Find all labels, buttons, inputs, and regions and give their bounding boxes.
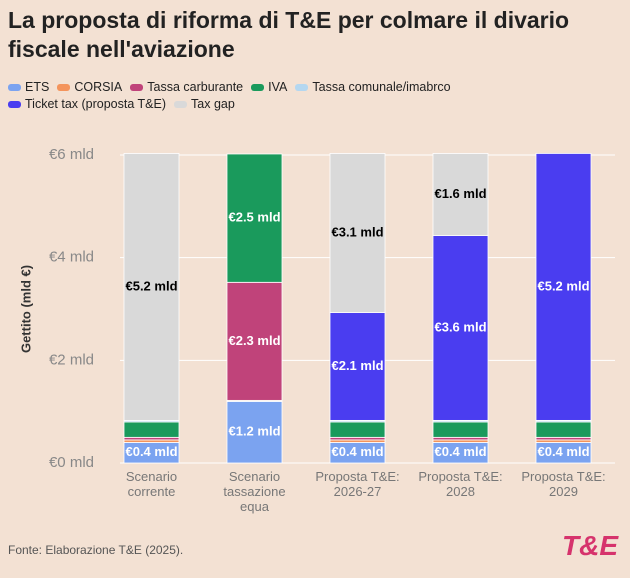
y-tick-label: €4 mld: [49, 249, 94, 266]
bar-segment: [432, 153, 489, 236]
data-label: €1.2 mld: [228, 424, 280, 439]
data-label: €0.4 mld: [125, 444, 177, 459]
legend-swatch: [295, 83, 309, 91]
x-tick-label: Scenario corrente: [125, 469, 178, 499]
legend-swatch: [174, 100, 188, 108]
data-label: €0.4 mld: [537, 444, 589, 459]
legend-item: Tax gap: [174, 97, 235, 111]
data-label: €0.4 mld: [434, 444, 486, 459]
legend-item: Tassa comunale/imabrco: [295, 80, 451, 94]
legend-item: ETS: [8, 80, 49, 94]
legend-swatch: [8, 83, 21, 91]
legend-swatch: [57, 83, 71, 91]
legend-item: IVA: [251, 80, 287, 94]
data-label: €1.6 mld: [434, 186, 486, 201]
bar-segment: [123, 153, 180, 421]
x-tick-label: Proposta T&E: 2029: [521, 469, 606, 499]
bar-segment: [329, 153, 386, 313]
source: Fonte: Elaborazione T&E (2025).: [8, 543, 184, 557]
legend-item: CORSIA: [57, 80, 122, 94]
bar-segment: [226, 400, 283, 464]
y-tick-label: €0 mld: [49, 454, 94, 471]
x-tick-label: Proposta T&E: 2028: [418, 469, 503, 499]
legend-item: Ticket tax (proposta T&E): [8, 97, 166, 111]
data-label: €2.3 mld: [228, 333, 280, 348]
x-tick-label: Proposta T&E: 2026-27: [315, 469, 400, 499]
bar-segment: [535, 153, 592, 421]
data-label: €2.1 mld: [331, 358, 383, 373]
legend-label: IVA: [268, 80, 288, 94]
bar-segment: [226, 281, 283, 401]
legend-label: ETS: [25, 80, 50, 94]
bar-segment: [329, 312, 386, 421]
data-label: €3.6 mld: [434, 319, 486, 334]
legend-label: Tax gap: [191, 97, 235, 111]
legend-label: Ticket tax (proposta T&E): [25, 97, 167, 111]
legend-label: Tassa carburante: [147, 80, 244, 94]
data-label: €5.2 mld: [125, 278, 177, 293]
bar-segment: [432, 235, 489, 421]
bar-segment: [123, 421, 180, 438]
data-label: €2.5 mld: [228, 210, 280, 225]
y-tick-label: €6 mld: [49, 146, 94, 163]
legend-swatch: [251, 83, 265, 91]
bar-segment: [329, 421, 386, 438]
legend-label: Tassa comunale/imabrco: [312, 80, 451, 94]
x-tick-label: Scenario tassazione equa: [223, 469, 286, 514]
data-label: €0.4 mld: [331, 444, 383, 459]
y-axis-label: Gettito (mld €): [18, 265, 33, 353]
legend: ETS CORSIA Tassa carburante IVA Tassa comuna…: [8, 80, 608, 111]
bar-segment: [535, 421, 592, 438]
y-tick-label: €2 mld: [49, 351, 94, 368]
data-label: €3.1 mld: [331, 224, 383, 239]
data-label: €5.2 mld: [537, 278, 589, 293]
legend-item: Tassa carburante: [130, 80, 243, 94]
logo: T&E: [562, 530, 618, 561]
legend-swatch: [130, 83, 144, 91]
legend-label: CORSIA: [74, 80, 123, 94]
bar-segment: [432, 421, 489, 438]
chart-title: La proposta di riforma di T&E per colmar…: [8, 7, 570, 62]
bar-segment: [226, 153, 283, 283]
legend-swatch: [8, 100, 21, 108]
